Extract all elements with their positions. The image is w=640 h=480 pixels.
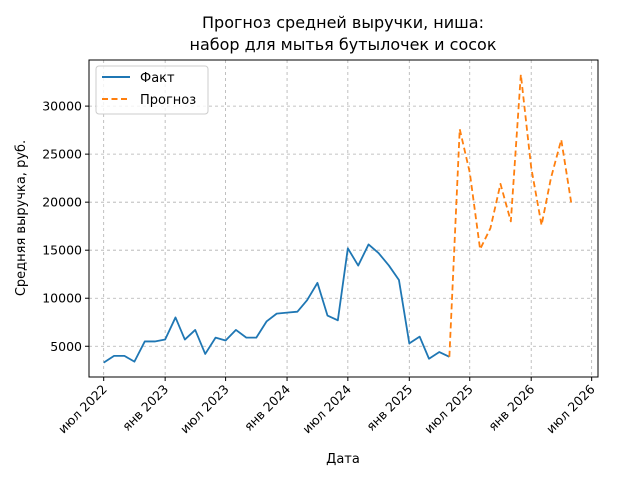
x-tick-label: июл 2026 [543,381,598,436]
y-tick-label: 25000 [42,147,82,162]
chart-title-line-2: набор для мытья бутылочек и сосок [190,35,497,54]
x-tick-label: июл 2023 [177,382,232,437]
y-tick-label: 20000 [42,195,82,210]
series-line-fact [103,243,450,364]
series-layer [103,73,573,364]
plot-frame [88,59,599,378]
x-axis-label: Дата [326,452,360,467]
x-tick-label: июл 2025 [421,382,476,437]
y-axis-label: Средняя выручка, руб. [14,140,29,296]
x-tick-label: июл 2024 [299,381,354,436]
x-tick-label: янв 2023 [119,382,171,434]
legend-label-fact: Факт [140,71,175,86]
legend-label-forecast: Прогноз [140,93,196,108]
x-tick-label: янв 2026 [485,381,537,433]
y-tick-label: 5000 [50,339,82,354]
y-tick-label: 15000 [42,243,82,258]
x-tick-label: янв 2025 [363,382,415,434]
y-tick-label: 10000 [42,291,82,306]
chart-title-line-1: Прогноз средней выручки, ниша: [202,13,484,32]
axis-ticks: июл 2022 янв 2023 июл 2023 янв 2024 июл 2024… [42,99,598,437]
x-tick-label: янв 2024 [241,381,293,433]
y-tick-label: 30000 [42,99,82,114]
legend: Факт Прогноз [95,65,209,115]
x-tick-label: июл 2022 [55,382,110,437]
grid-lines [89,60,598,377]
series-line-forecast [448,73,573,357]
